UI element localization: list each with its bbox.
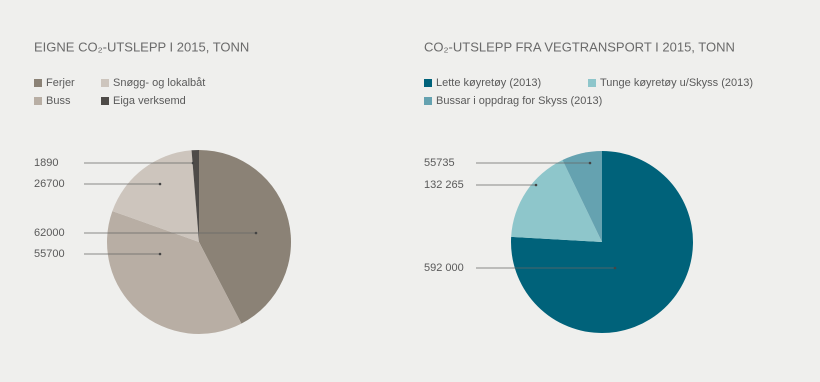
legend-label: Buss: [46, 95, 71, 107]
legend-label: Lette køyretøy (2013): [436, 77, 541, 89]
legend-swatch: [101, 79, 109, 87]
legend-swatch: [34, 97, 42, 105]
pie-slice: [511, 160, 602, 242]
legend-swatch: [424, 79, 432, 87]
chart-title: CO₂-UTSLEPP FRA VEGTRANSPORT I 2015, TON…: [424, 39, 735, 54]
data-label: 132 265: [424, 179, 464, 191]
data-label: 26700: [34, 178, 65, 190]
data-label: 592 000: [424, 262, 464, 274]
legend-label: Eiga verksemd: [113, 95, 186, 107]
leader-dot: [158, 252, 162, 256]
leader-dot: [158, 182, 162, 186]
pie-slice: [562, 151, 602, 242]
chart-title: EIGNE CO₂-UTSLEPP I 2015, TONN: [34, 39, 249, 54]
legend-label: Tunge køyretøy u/Skyss (2013): [600, 77, 753, 89]
legend-label: Ferjer: [46, 77, 75, 89]
legend-swatch: [424, 97, 432, 105]
data-label: 1890: [34, 157, 58, 169]
leader-dot: [534, 183, 538, 187]
legend-swatch: [34, 79, 42, 87]
data-label: 62000: [34, 227, 65, 239]
pie-slice: [107, 211, 242, 334]
legend-label: Snøgg- og lokalbåt: [113, 77, 205, 89]
data-label: 55700: [34, 248, 65, 260]
leader-dot: [588, 161, 592, 165]
leader-dot: [254, 231, 258, 235]
pie-slice: [191, 150, 199, 242]
pie-slice: [199, 150, 291, 324]
pie-slice: [112, 150, 199, 242]
leader-dot: [191, 161, 195, 165]
pie-slice: [510, 151, 693, 333]
legend-swatch: [101, 97, 109, 105]
legend-label: Bussar i oppdrag for Skyss (2013): [436, 95, 602, 107]
leader-dot: [613, 266, 617, 270]
data-label: 55735: [424, 157, 455, 169]
legend-swatch: [588, 79, 596, 87]
